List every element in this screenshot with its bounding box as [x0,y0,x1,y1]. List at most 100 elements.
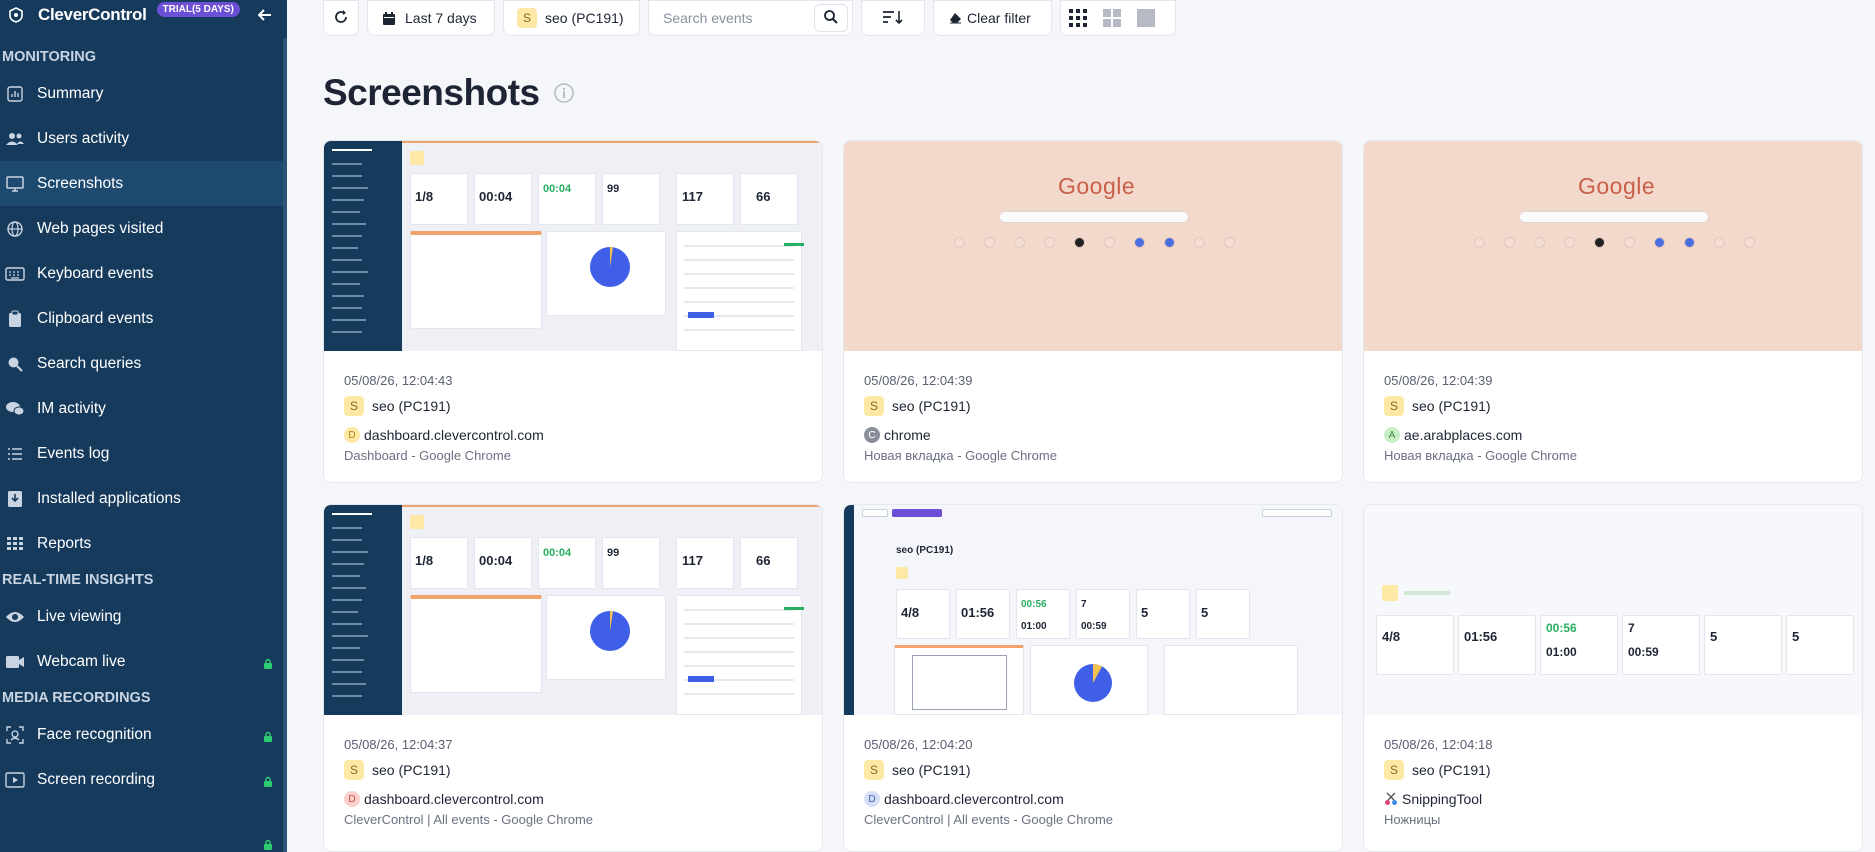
thumb-value: 00:59 [1628,645,1659,659]
user-avatar: S [1384,760,1404,780]
user-name: seo (PC191) [1412,762,1491,778]
sidebar-item-events-log[interactable]: Events log [0,431,287,476]
trial-badge[interactable]: TRIAL(5 DAYS) [156,1,240,17]
sidebar-item-label: Screen recording [37,770,156,788]
thumb-value: 00:59 [1081,621,1107,632]
lock-icon [263,837,273,850]
grid-large-icon[interactable] [1129,0,1163,36]
sidebar-item-clipboard[interactable]: Clipboard events [0,296,287,341]
window-title: Ножницы [1384,812,1441,827]
sidebar-item-im-activity[interactable]: IM activity [0,386,287,431]
section-media: MEDIA RECORDINGS [2,690,151,706]
screenshot-card[interactable]: 4/8 01:56 00:56 01:00 7 00:59 5 5 05/08/26… [1363,504,1863,852]
sidebar-scrollbar[interactable] [283,38,287,852]
sidebar-item-label: Keyboard events [37,264,154,282]
sort-button[interactable] [861,0,925,36]
user-avatar: S [344,396,364,416]
app-name: SnippingTool [1402,791,1483,807]
sidebar-item-face-recognition[interactable]: Face recognition [0,712,287,757]
sidebar-item-live-viewing[interactable]: Live viewing [0,594,287,639]
sidebar-item-summary[interactable]: Summary [0,71,287,116]
card-app: SnippingTool [1384,789,1842,809]
screenshot-card[interactable]: seo (PC191) 4/8 01:56 00:56 01:00 7 00:59 … [843,504,1343,852]
timestamp: 05/08/26, 12:04:39 [864,373,973,388]
sidebar-item-webcam-live[interactable]: Webcam live [0,639,287,684]
user-filter-label: seo (PC191) [545,10,624,26]
thumb-value: 00:04 [479,553,513,568]
screenshot-thumbnail[interactable]: 1/8 00:04 00:04 99 117 66 [324,505,822,715]
thumb-user: seo (PC191) [896,545,954,556]
thumb-value: 1/8 [415,553,434,568]
sidebar-item-keyboard[interactable]: Keyboard events [0,251,287,296]
timestamp: 05/08/26, 12:04:20 [864,737,973,752]
sidebar-item-installed-apps[interactable]: Installed applications [0,476,287,521]
sidebar-item-reports[interactable]: Reports [0,521,287,566]
user-avatar: S [1384,396,1404,416]
screenshot-thumbnail[interactable]: 4/8 01:56 00:56 01:00 7 00:59 5 5 [1364,505,1862,715]
sidebar-item-label: Clipboard events [37,309,154,327]
clear-filter-button[interactable]: Clear filter [933,0,1052,36]
grid-icon [4,535,26,553]
sidebar-item-label: Live viewing [37,607,122,625]
screenshot-thumbnail[interactable]: Google [844,141,1342,351]
video-camera-icon [4,653,26,671]
sidebar-header: CleverControl TRIAL(5 DAYS) [0,0,287,30]
lock-icon [263,656,273,669]
search-icon [4,355,26,373]
user-avatar: S [517,8,537,28]
app-name: CleverControl [38,5,147,24]
calendar-icon [381,10,397,26]
sidebar: CleverControl TRIAL(5 DAYS) MONITORING S… [0,0,287,852]
app-name: dashboard.clevercontrol.com [364,791,544,807]
app-name: chrome [884,427,931,443]
search-button[interactable] [814,4,848,32]
clear-filter-label: Clear filter [967,10,1031,26]
screenshot-card[interactable]: 1/8 00:04 00:04 99 117 66 05/08/26, 12:0… [323,140,823,483]
user-name: seo (PC191) [1412,398,1491,414]
sidebar-item-screen-recording[interactable]: Screen recording [0,757,287,802]
user-filter-button[interactable]: S seo (PC191) [503,0,640,36]
sidebar-item-screenshots[interactable]: Screenshots [0,161,287,206]
page-title: Screenshots [323,72,574,114]
screenshot-thumbnail[interactable]: 1/8 00:04 00:04 99 117 66 [324,141,822,351]
sidebar-item-label: IM activity [37,399,106,417]
eraser-icon [947,10,963,26]
sidebar-item-label: Face recognition [37,725,152,743]
sidebar-item-search-queries[interactable]: Search queries [0,341,287,386]
app-icon: A [1384,427,1400,443]
grid-small-icon[interactable] [1061,0,1095,36]
collapse-sidebar-icon[interactable] [255,5,275,25]
refresh-button[interactable] [323,0,359,36]
screenshot-thumbnail[interactable]: Google [1364,141,1862,351]
window-title: CleverControl | All events - Google Chro… [344,812,594,827]
grid-medium-icon[interactable] [1095,0,1129,36]
monitor-icon [4,175,26,193]
screenshot-card[interactable]: 1/8 00:04 00:04 99 117 66 05/08/26, 12:0… [323,504,823,852]
date-range-button[interactable]: Last 7 days [367,0,495,36]
thumb-value: 00:04 [543,183,572,195]
app-icon: D [864,791,880,807]
search-input[interactable]: Search events [663,10,753,26]
face-scan-icon [4,725,26,744]
summary-icon [4,85,26,103]
screenshot-thumbnail[interactable]: seo (PC191) 4/8 01:56 00:56 01:00 7 00:59 … [844,505,1342,715]
info-icon[interactable] [553,83,574,103]
lock-icon [263,774,273,787]
keyboard-icon [4,265,26,283]
app-icon: D [344,427,360,443]
sidebar-item-web-pages[interactable]: Web pages visited [0,206,287,251]
sidebar-item-users-activity[interactable]: Users activity [0,116,287,161]
